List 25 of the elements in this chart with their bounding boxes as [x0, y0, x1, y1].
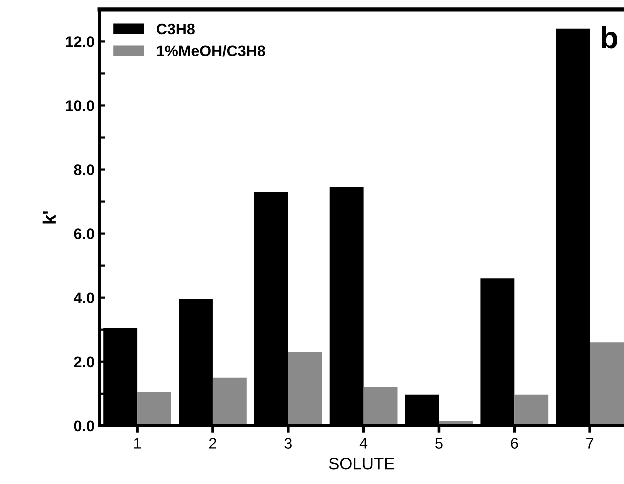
- bar: [590, 342, 624, 426]
- bar: [288, 352, 322, 426]
- y-tick-label: 2.0: [74, 356, 94, 368]
- bar: [138, 392, 172, 426]
- bar: [212, 378, 247, 426]
- legend-label: 1%MeOH/C3H8: [157, 45, 266, 57]
- y-tick-label: 0.0: [74, 420, 94, 432]
- legend-label: C3H8: [156, 24, 195, 35]
- bar: [514, 394, 549, 426]
- y-tick-label: 12.0: [66, 36, 94, 48]
- x-tick-label: 3: [284, 438, 292, 449]
- x-tick-label: 5: [436, 438, 443, 449]
- x-tick-label: 4: [360, 438, 368, 449]
- y-tick-label: 6.0: [74, 228, 94, 240]
- x-tick-label: 6: [511, 438, 518, 449]
- y-axis-title: k': [42, 212, 56, 224]
- x-axis-title: SOLUTE: [329, 458, 395, 470]
- y-tick-label: 4.0: [74, 292, 94, 304]
- bar: [364, 388, 398, 426]
- x-tick-label: 1: [134, 438, 142, 449]
- x-tick-label: 7: [586, 438, 594, 449]
- annotation: b: [602, 26, 618, 49]
- x-tick-label: 2: [209, 438, 216, 449]
- y-tick-label: 8.0: [74, 164, 94, 176]
- y-tick-label: 10.0: [66, 100, 94, 112]
